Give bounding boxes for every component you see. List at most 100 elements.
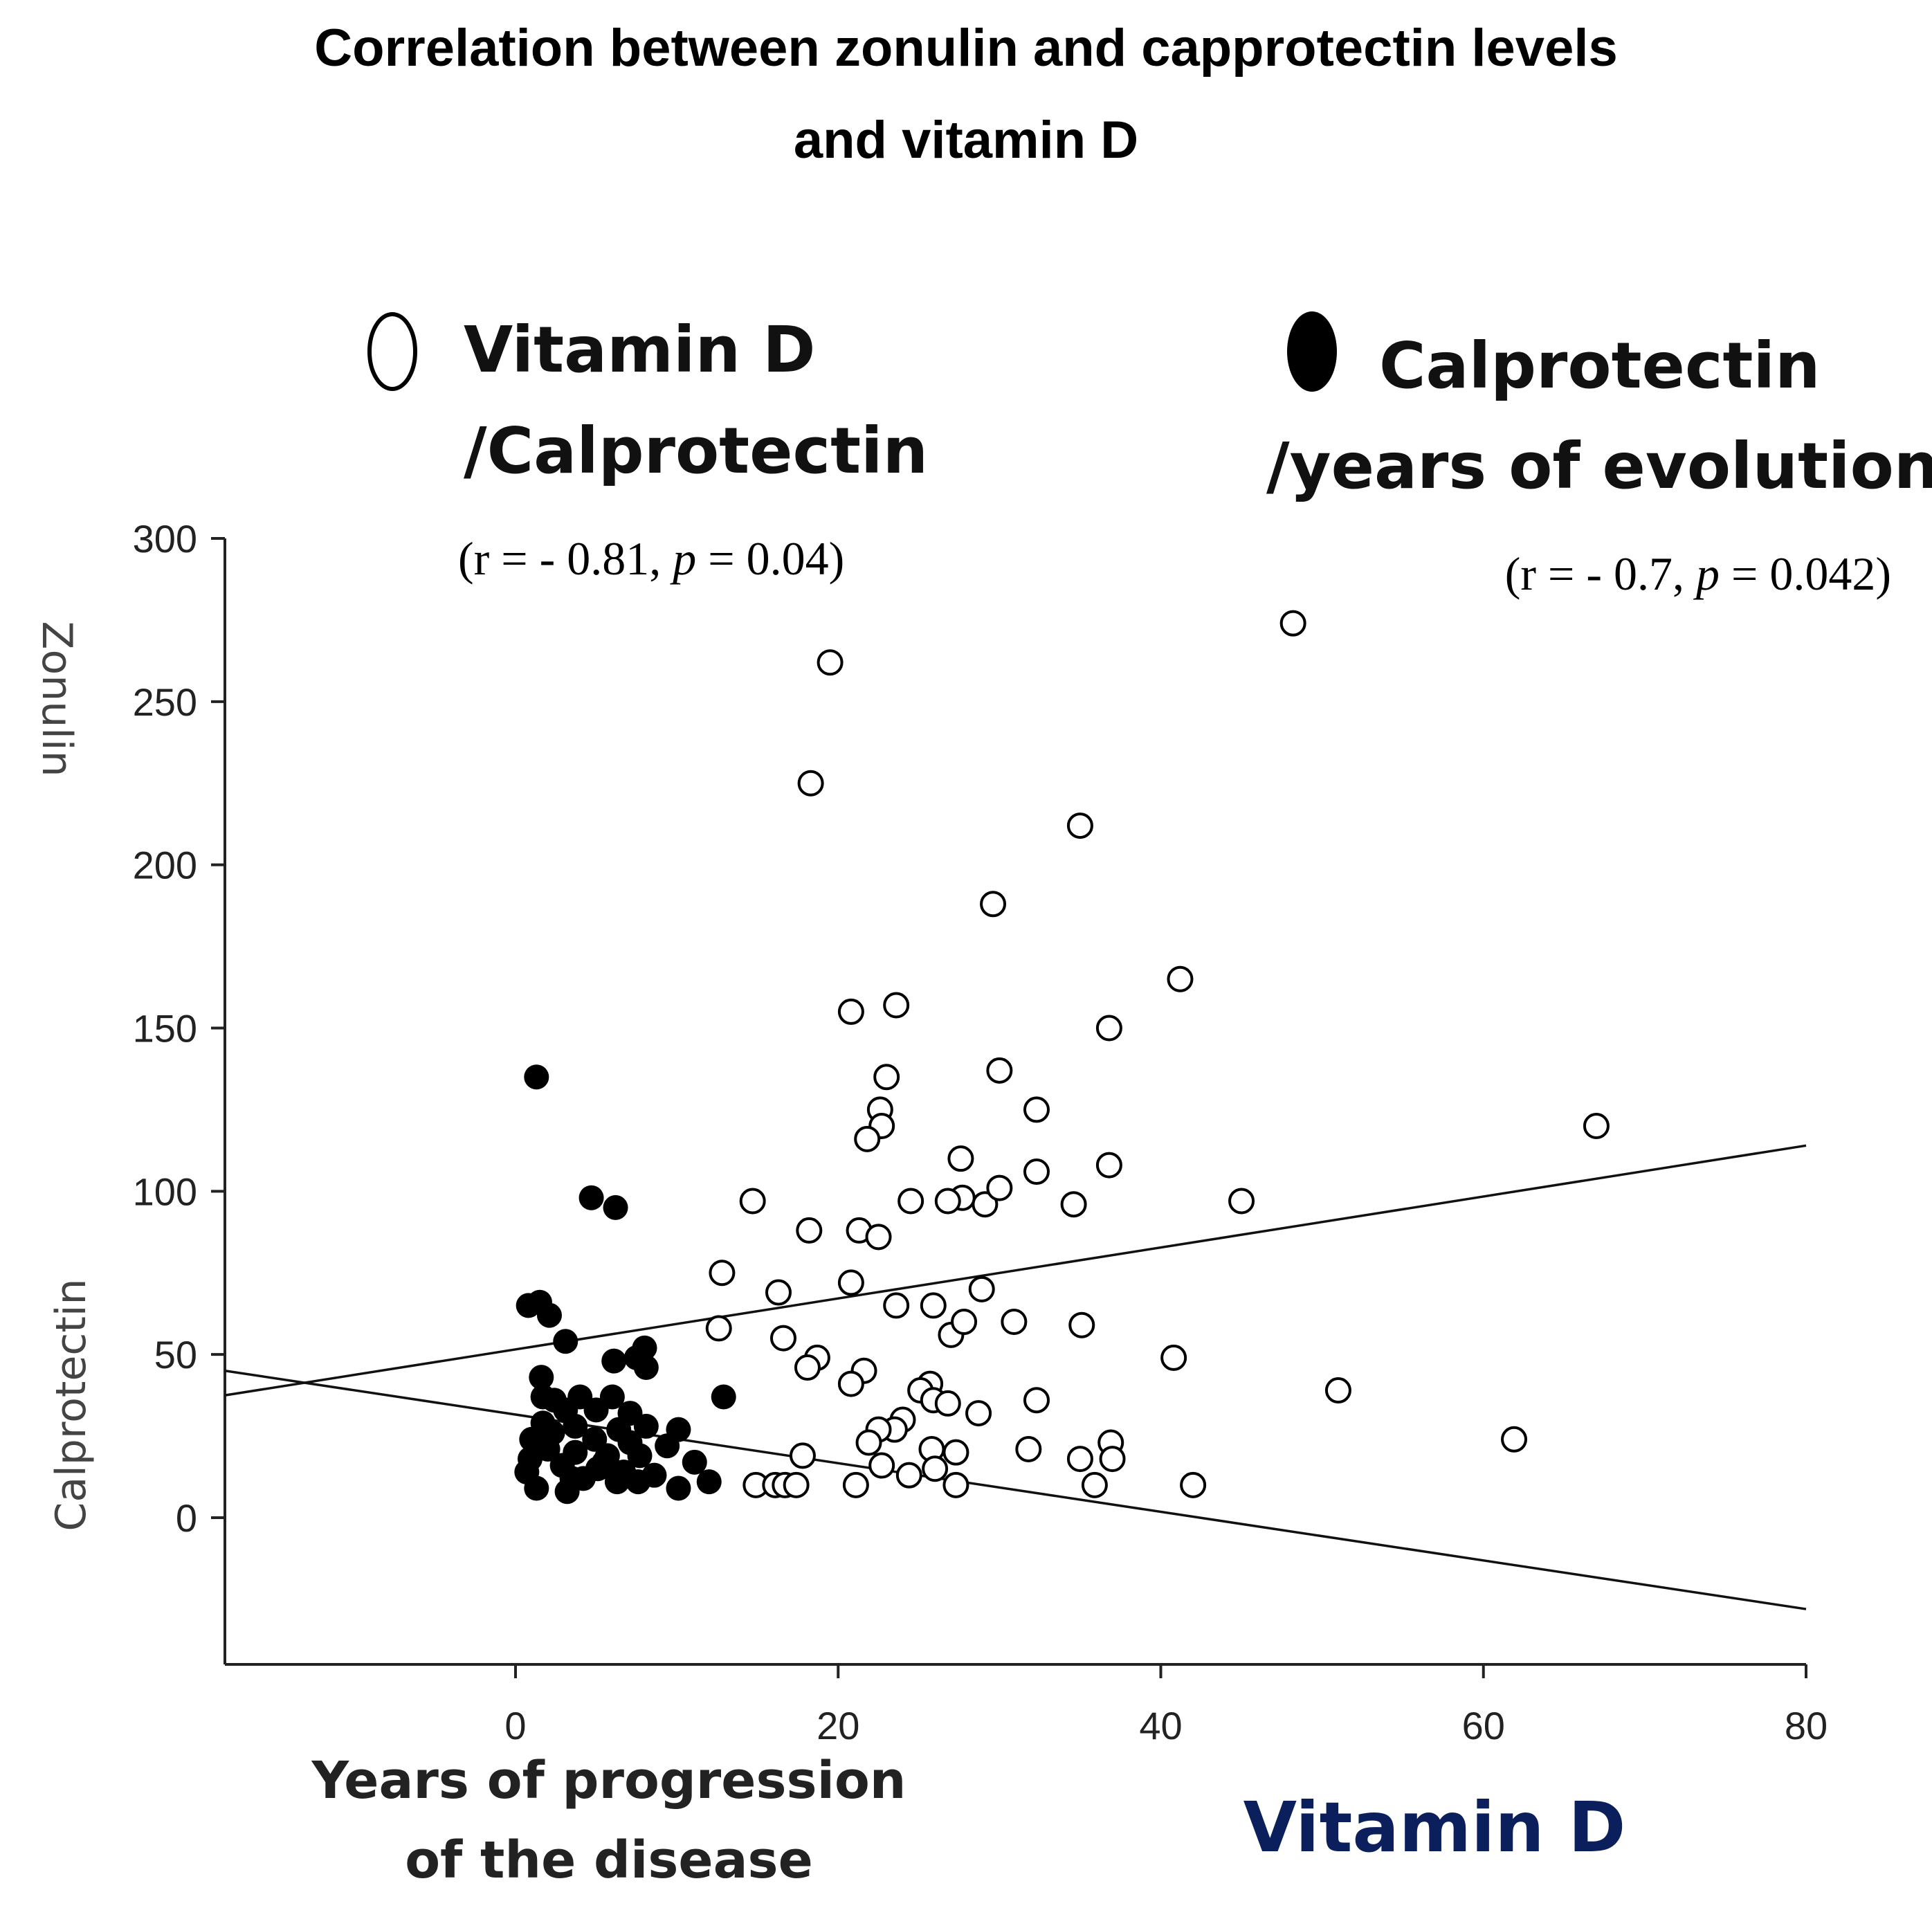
vitamin-d-point xyxy=(1066,812,1093,839)
legend-calp-stat-p: p xyxy=(1693,547,1720,600)
vitamin-d-point xyxy=(783,1471,810,1498)
vitamin-d-point xyxy=(1060,1191,1087,1218)
vitamin-d-point xyxy=(769,1325,796,1352)
vitamin-d-point xyxy=(1068,1311,1095,1338)
calprotectin-point xyxy=(666,1475,691,1501)
legend-open-circle-icon xyxy=(367,312,417,391)
vitamin-d-point xyxy=(980,891,1007,918)
calprotectin-point xyxy=(633,1413,659,1439)
vitamin-d-point xyxy=(837,1370,864,1397)
y-tick-label: 200 xyxy=(133,844,197,887)
calprotectin-point xyxy=(524,1475,549,1501)
vitamin-d-point xyxy=(854,1125,881,1152)
vitamin-d-point xyxy=(865,1224,892,1251)
calprotectin-point xyxy=(592,1449,617,1475)
calprotectin-point xyxy=(529,1365,554,1390)
x-axis-label-years-line-2: of the disease xyxy=(405,1830,813,1890)
vitamin-d-point xyxy=(796,1217,823,1244)
calprotectin-point xyxy=(536,1302,562,1328)
vitamin-d-point xyxy=(739,1188,766,1215)
legend-filled-circle-icon xyxy=(1287,311,1337,392)
vitamin-d-point xyxy=(873,1064,900,1091)
vitamin-d-point xyxy=(934,1188,961,1215)
calprotectin-point xyxy=(559,1466,585,1491)
calprotectin-point xyxy=(578,1185,604,1210)
legend-calp-line-2: /years of evolution xyxy=(1266,429,1932,503)
vitamin-d-point xyxy=(842,1471,869,1498)
vitamin-d-point xyxy=(883,992,910,1019)
legend-calp-stat: (r = - 0.7, p = 0.042) xyxy=(1505,547,1891,600)
vitamin-d-point xyxy=(1099,1446,1126,1473)
y-tick-label: 50 xyxy=(154,1333,197,1377)
x-axis-label-vitamin-d: Vitamin D xyxy=(1243,1787,1626,1868)
x-axis-label-years-line-1: Years of progression xyxy=(311,1751,906,1810)
vitamin-d-point xyxy=(709,1260,736,1287)
trend-line-vitamin-d xyxy=(225,1144,1807,1397)
axes: 0 50 100 150 200 250 300 0 20 40 60 80 xyxy=(133,517,1828,1747)
legend-vitd-stat-suffix: = 0.04) xyxy=(696,532,844,585)
vitamin-d-point xyxy=(1023,1159,1050,1185)
trend-line-calprotectin xyxy=(225,1370,1807,1610)
calprotectin-points xyxy=(514,1064,736,1505)
calprotectin-point xyxy=(711,1384,736,1410)
vitamin-d-point xyxy=(837,1269,864,1296)
vitamin-d-point xyxy=(947,1145,974,1172)
vitamin-d-point xyxy=(895,1462,922,1489)
vitamin-d-point xyxy=(986,1057,1013,1084)
calprotectin-point xyxy=(517,1446,543,1472)
calprotectin-point xyxy=(583,1397,609,1423)
vitamin-d-point xyxy=(1501,1426,1528,1453)
legend-vitd-line-2: /Calprotectin xyxy=(464,414,928,488)
calprotectin-point xyxy=(553,1329,578,1354)
legend-calp-stat-suffix: = 0.042) xyxy=(1720,547,1891,600)
vitamin-d-point xyxy=(794,1354,821,1381)
vitamin-d-point xyxy=(1001,1309,1028,1335)
vitamin-d-point xyxy=(1279,610,1306,637)
calprotectin-point xyxy=(627,1443,653,1469)
x-tick-label: 0 xyxy=(504,1704,526,1747)
calprotectin-point xyxy=(682,1449,707,1475)
vitamin-d-point xyxy=(765,1279,792,1306)
vitamin-d-point xyxy=(1066,1446,1093,1473)
vitamin-d-point xyxy=(789,1442,816,1469)
calprotectin-point xyxy=(633,1355,659,1381)
calprotectin-point xyxy=(563,1413,588,1439)
vitamin-d-point xyxy=(837,998,864,1025)
vitamin-d-point xyxy=(1167,965,1194,992)
y-axis-label-zonulin: Zonulin xyxy=(33,621,81,776)
vitamin-d-point xyxy=(968,1275,995,1302)
calprotectin-point xyxy=(601,1348,627,1374)
legend-vitd-line-1: Vitamin D xyxy=(464,313,815,387)
vitamin-d-point xyxy=(965,1400,992,1427)
y-tick-label: 100 xyxy=(133,1170,197,1213)
vitamin-d-point xyxy=(1180,1471,1207,1498)
y-tick-label: 0 xyxy=(176,1496,197,1540)
vitamin-d-point xyxy=(1023,1096,1050,1123)
vitamin-d-point xyxy=(986,1174,1013,1201)
vitamin-d-point xyxy=(942,1471,969,1498)
calprotectin-point xyxy=(524,1064,549,1090)
vitamin-d-point xyxy=(1228,1188,1255,1215)
vitamin-d-point xyxy=(1015,1435,1042,1462)
y-tick-label: 250 xyxy=(133,680,197,724)
vitamin-d-point xyxy=(942,1439,969,1466)
x-tick-label: 20 xyxy=(817,1704,859,1747)
vitamin-d-point xyxy=(883,1292,910,1319)
legend-vitd-stat-p: p xyxy=(670,532,696,585)
x-tick-label: 60 xyxy=(1462,1704,1505,1747)
vitamin-d-point xyxy=(951,1309,978,1335)
calprotectin-point xyxy=(696,1469,722,1495)
calprotectin-point xyxy=(655,1433,680,1459)
vitamin-d-point xyxy=(920,1292,947,1319)
calprotectin-point xyxy=(626,1469,651,1495)
calprotectin-point xyxy=(604,1469,630,1495)
vitamin-d-point xyxy=(1160,1344,1187,1371)
legend-calp-stat-prefix: (r = - 0.7, xyxy=(1505,547,1696,600)
vitamin-d-point xyxy=(897,1188,924,1215)
y-tick-label: 300 xyxy=(133,517,197,561)
trend-lines xyxy=(225,1144,1807,1610)
chart-title-line-1: Correlation between zonulin and capprote… xyxy=(314,19,1617,78)
vitamin-d-point xyxy=(1023,1387,1050,1414)
y-tick-label: 150 xyxy=(133,1007,197,1051)
